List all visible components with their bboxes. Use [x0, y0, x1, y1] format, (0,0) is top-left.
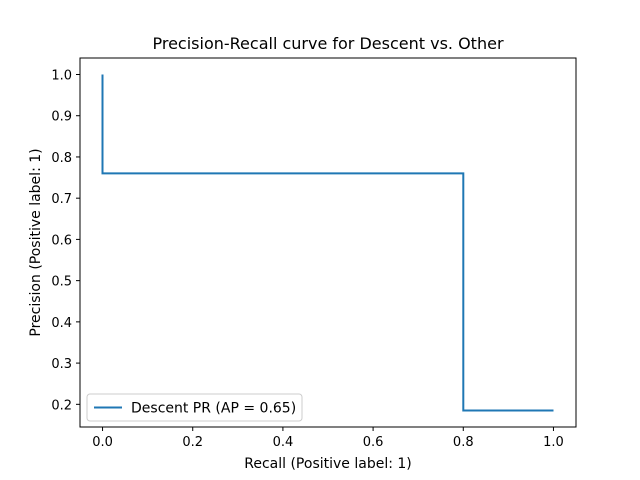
- y-tick-label: 0.6: [51, 233, 72, 248]
- y-tick-label: 1.0: [51, 68, 72, 83]
- y-tick-label: 0.5: [51, 275, 72, 290]
- y-tick-label: 0.8: [51, 151, 72, 166]
- x-tick-label: 0.4: [273, 435, 294, 450]
- x-axis-label: Recall (Positive label: 1): [244, 456, 412, 472]
- legend-label: Descent PR (AP = 0.65): [131, 401, 296, 417]
- y-tick-label: 0.4: [51, 316, 72, 331]
- x-tick-label: 1.0: [543, 435, 564, 450]
- y-tick-label: 0.9: [51, 110, 72, 125]
- x-tick-label: 0.8: [453, 435, 474, 450]
- y-tick-label: 0.7: [51, 192, 72, 207]
- x-tick-label: 0.6: [363, 435, 384, 450]
- x-tick-label: 0.2: [182, 435, 203, 450]
- plot-frame: [79, 57, 577, 428]
- chart-title: Precision-Recall curve for Descent vs. O…: [152, 34, 503, 53]
- y-axis-label: Precision (Positive label: 1): [28, 148, 44, 336]
- y-tick-label: 0.2: [51, 398, 72, 413]
- legend-box: [86, 393, 303, 422]
- x-tick-label: 0.0: [92, 435, 113, 450]
- series-line-0: [101, 74, 554, 412]
- y-tick-label: 0.3: [51, 357, 72, 372]
